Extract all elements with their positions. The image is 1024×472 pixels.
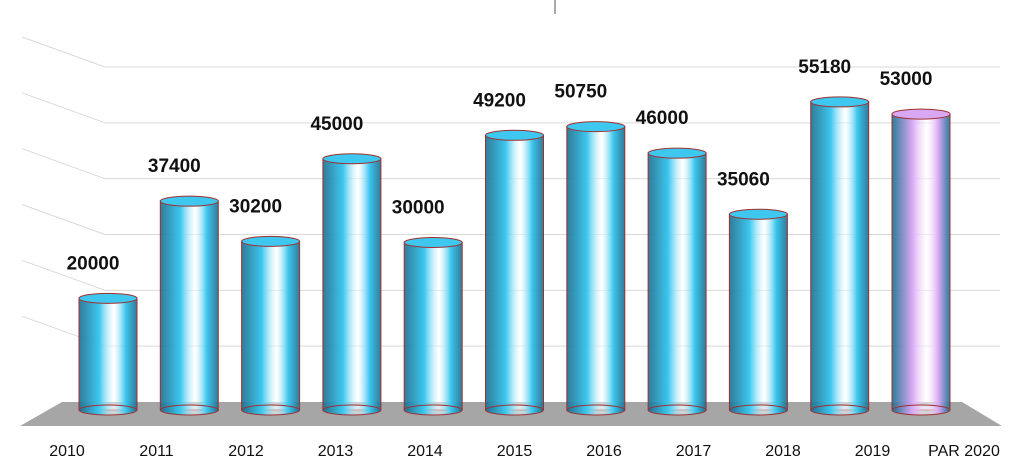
value-label: 20000 — [67, 253, 120, 274]
value-label: 45000 — [310, 114, 363, 135]
grid-line — [21, 36, 106, 68]
x-tick-label: 2018 — [765, 443, 801, 460]
x-tick-label: 2012 — [228, 443, 264, 460]
x-tick-label: 2017 — [676, 443, 712, 460]
value-label: 35060 — [717, 169, 770, 190]
x-tick-label: 2016 — [586, 443, 622, 460]
cylinder — [241, 235, 301, 416]
bar-base — [78, 404, 138, 416]
bar-top — [728, 208, 788, 220]
value-label: 46000 — [636, 108, 689, 129]
bar — [810, 101, 870, 411]
bar — [241, 240, 301, 411]
cylinder — [728, 208, 788, 416]
bar — [728, 213, 788, 411]
value-label: 30200 — [229, 196, 282, 217]
x-tick-label: 2011 — [139, 443, 174, 460]
cylinder — [322, 153, 382, 416]
bar-base — [403, 404, 463, 416]
bar-base — [485, 404, 544, 416]
x-tick-label: 2010 — [49, 443, 85, 460]
cylinder — [891, 108, 951, 416]
grid-line — [21, 204, 106, 235]
value-label: 30000 — [392, 198, 445, 219]
grid-line — [21, 259, 106, 291]
bar-base — [566, 404, 626, 416]
bar-top — [485, 129, 544, 141]
bar-top — [159, 195, 219, 207]
x-tick-label: 2015 — [497, 443, 533, 460]
bar — [403, 242, 463, 411]
value-label: 50750 — [554, 82, 607, 103]
x-tick-label: 2013 — [318, 443, 354, 460]
bar-base — [810, 404, 870, 416]
x-tick-label: 2014 — [407, 443, 443, 460]
bar — [159, 200, 219, 411]
grid-line — [21, 148, 106, 180]
cylinder — [566, 121, 626, 416]
bar-base — [322, 404, 382, 416]
bar-base — [647, 404, 707, 416]
bar-top — [566, 121, 626, 133]
bar — [566, 126, 626, 411]
bar — [78, 297, 138, 411]
cylinder — [485, 129, 544, 416]
cylinder — [159, 195, 219, 416]
bar-top — [403, 237, 463, 248]
bar-base — [728, 404, 788, 416]
bar-base — [241, 404, 301, 416]
grid-line — [21, 92, 106, 124]
value-label: 37400 — [148, 156, 201, 177]
bar-base — [159, 404, 219, 416]
x-tick-label: 2019 — [855, 443, 891, 460]
x-tick-label: PAR 2020 — [928, 443, 1000, 460]
bar-top — [241, 235, 301, 247]
bar — [322, 158, 382, 411]
cylinder — [78, 292, 138, 416]
value-label: 53000 — [880, 69, 933, 90]
bar-base — [891, 404, 951, 416]
cylinder — [647, 147, 707, 416]
bar — [891, 113, 951, 411]
bar-top — [78, 292, 138, 304]
bars — [78, 96, 951, 416]
bar-top — [891, 108, 951, 120]
cylinder — [810, 96, 870, 416]
bar-top — [647, 147, 707, 159]
bar — [647, 152, 707, 411]
cylinder — [403, 237, 463, 416]
bar-top — [322, 153, 382, 165]
value-label: 49200 — [473, 90, 526, 111]
bar-top — [810, 96, 870, 108]
value-label: 55180 — [798, 57, 851, 78]
bar — [485, 134, 544, 411]
